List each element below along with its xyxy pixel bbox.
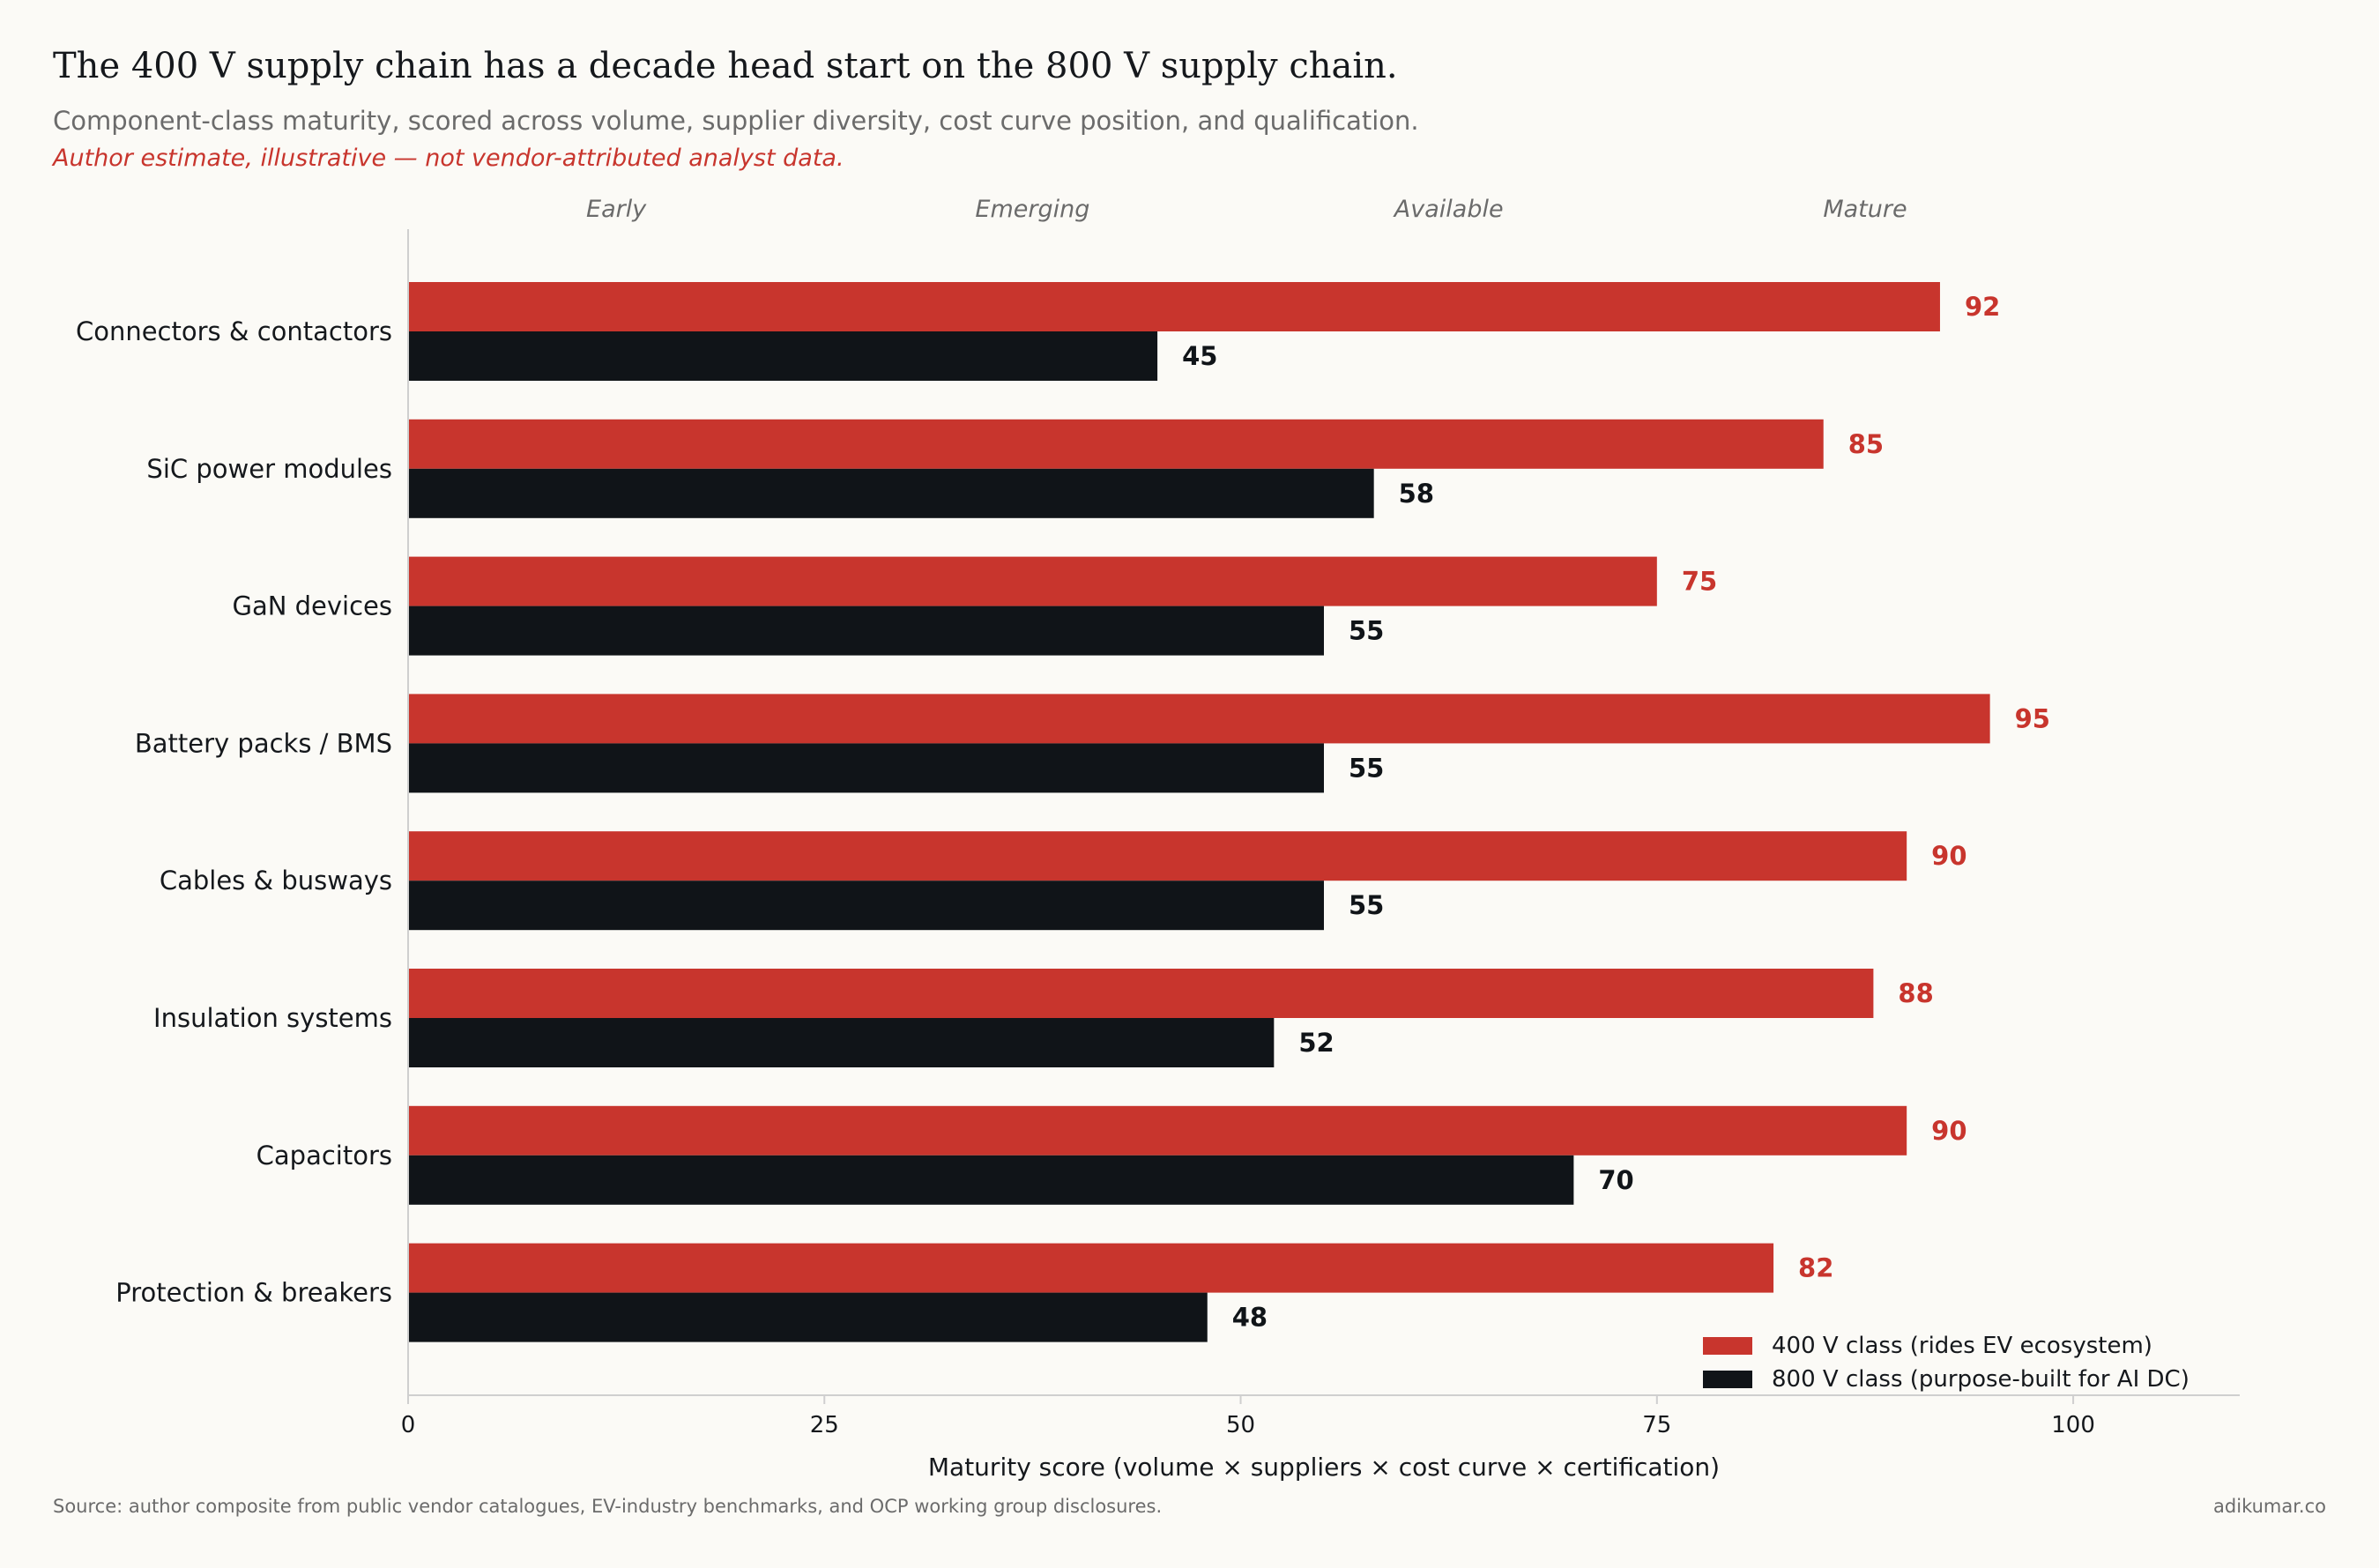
bar-800v [408,1018,1275,1067]
x-axis-title: Maturity score (volume × suppliers × cos… [928,1453,1720,1482]
category-label: Battery packs / BMS [135,728,392,758]
chart-subtitle: Component-class maturity, scored across … [53,106,1419,136]
value-label-400v: 88 [1898,978,1933,1008]
legend-label-800v: 800 V class (purpose-built for AI DC) [1772,1366,2189,1393]
value-label-800v: 55 [1349,616,1384,646]
value-label-800v: 55 [1349,890,1384,920]
value-label-400v: 85 [1848,429,1884,459]
maturity-band-labels: Early Emerging Available Mature [586,196,1907,223]
x-tick-label: 0 [401,1412,416,1438]
category-label: GaN devices [232,591,392,621]
category-label: Connectors & contactors [76,316,392,346]
bar-800v [408,881,1324,931]
bar-800v [408,606,1324,656]
bar-400v [408,556,1657,606]
bar-400v [408,1243,1774,1293]
value-label-400v: 82 [1798,1253,1833,1283]
value-label-400v: 92 [1965,292,2000,322]
band-label-mature: Mature [1823,196,1907,223]
legend-swatch-400v [1703,1337,1752,1355]
bar-400v [408,969,1874,1018]
x-tick-label: 25 [810,1412,839,1438]
band-label-available: Available [1393,196,1504,223]
source-note: Source: author composite from public ven… [53,1496,1163,1517]
bar-group [408,282,1990,1342]
value-label-400v: 95 [2015,703,2050,733]
bar-400v [408,1105,1907,1156]
bar-800v [408,468,1374,518]
category-label: SiC power modules [146,454,392,484]
value-label-800v: 48 [1232,1303,1268,1333]
legend-swatch-800v [1703,1371,1752,1388]
bar-800v [408,1292,1208,1342]
value-label-400v: 90 [1931,1116,1966,1146]
value-label-800v: 70 [1598,1165,1633,1195]
bar-800v [408,1155,1574,1205]
bar-400v [408,419,1824,469]
category-labels: Connectors & contactors SiC power modules… [76,316,392,1308]
value-labels: 92 45 85 58 75 55 95 55 90 55 88 52 90 70 82 48 [1182,292,2050,1333]
legend-label-400v: 400 V class (rides EV ecosystem) [1772,1333,2152,1359]
category-label: Protection & breakers [115,1278,392,1308]
value-label-800v: 58 [1399,479,1434,509]
value-label-800v: 55 [1349,753,1384,783]
value-label-800v: 45 [1182,341,1217,371]
bar-400v [408,694,1990,744]
category-label: Capacitors [256,1141,392,1170]
bar-400v [408,282,1940,331]
chart-title: The 400 V supply chain has a decade head… [53,46,1398,86]
bar-800v [408,743,1324,793]
x-tick-label: 75 [1642,1412,1671,1438]
legend: 400 V class (rides EV ecosystem) 800 V cl… [1703,1333,2189,1393]
bar-800v [408,331,1158,381]
axes: Maturity score (volume × suppliers × cos… [407,229,2240,1482]
bar-400v [408,831,1907,881]
category-label: Cables & busways [160,866,392,895]
x-tick-label: 100 [2051,1412,2095,1438]
value-label-800v: 52 [1298,1028,1334,1058]
x-tick-label: 50 [1226,1412,1255,1438]
band-label-emerging: Emerging [975,196,1089,223]
value-label-400v: 75 [1682,567,1717,597]
brand-credit: adikumar.co [2213,1496,2326,1517]
x-ticks: 0 25 50 75 100 [401,1395,2095,1438]
band-label-early: Early [586,196,647,223]
category-label: Insulation systems [153,1003,392,1033]
value-label-400v: 90 [1931,841,1966,871]
disclaimer-note: Author estimate, illustrative — not vend… [53,145,844,172]
